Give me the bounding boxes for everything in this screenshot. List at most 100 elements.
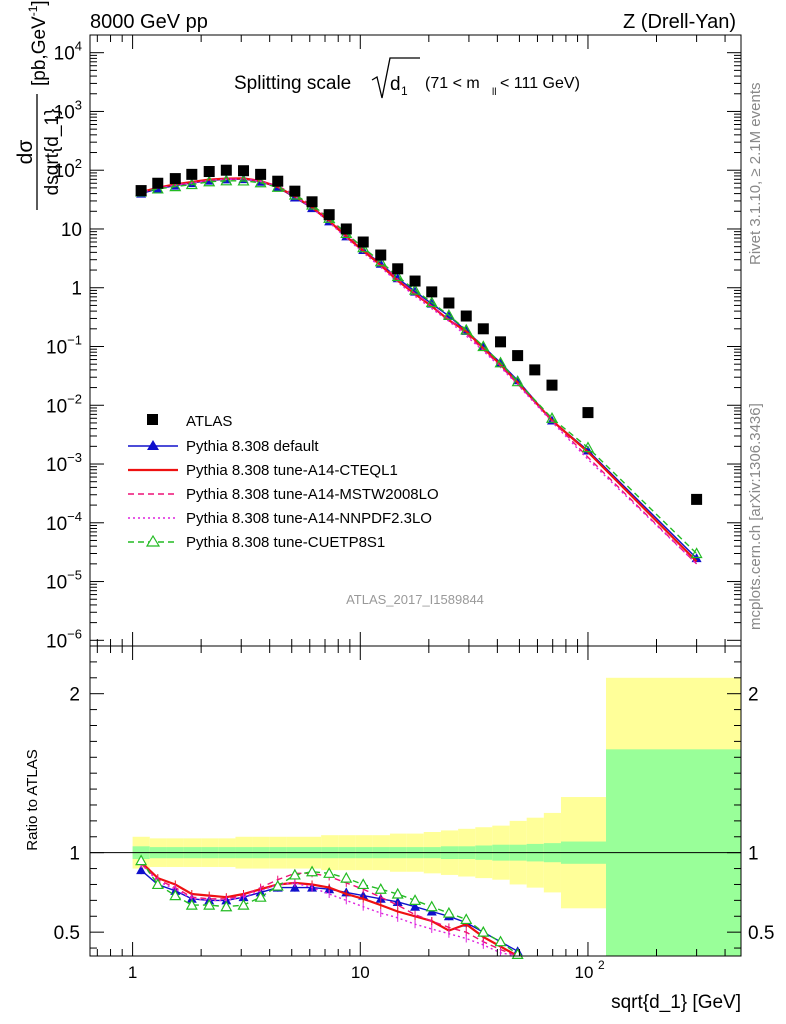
atlas-point-13 bbox=[357, 236, 369, 248]
x-ticks: 1 10 10 2 bbox=[96, 35, 726, 982]
ytick-label-main-5: 10−1 bbox=[46, 332, 82, 358]
ytick-label-ratio-left-1: 1 bbox=[69, 844, 80, 865]
main-frame bbox=[89, 34, 742, 647]
main-point-4-20 bbox=[477, 340, 490, 352]
x-axis-label: sqrt{d_1} [GeV] bbox=[611, 992, 741, 1013]
atlas-point-19 bbox=[460, 310, 472, 322]
ytick-label-ratio-left-0: 0.5 bbox=[54, 923, 80, 944]
main-point-4-4 bbox=[203, 175, 216, 187]
ratio-point-0-9 bbox=[289, 882, 300, 892]
ytick-label-main-10: 10−6 bbox=[46, 626, 82, 652]
title-symbol: d bbox=[390, 74, 401, 95]
ratio-line-0 bbox=[140, 869, 518, 952]
main-point-4-24 bbox=[581, 441, 594, 453]
atlas-point-8 bbox=[272, 175, 284, 187]
main-point-4-3 bbox=[185, 178, 198, 190]
legend-marker-atlas bbox=[147, 414, 158, 425]
ratio-bands bbox=[132, 677, 741, 956]
ratio-point-4-2 bbox=[169, 889, 182, 901]
atlas-point-15 bbox=[392, 263, 404, 275]
main-line-1 bbox=[140, 177, 698, 563]
legend: ATLAS Pythia 8.308 default Pythia 8.308 t… bbox=[128, 413, 439, 551]
ytick-label-ratio-right-2: 2 bbox=[748, 685, 759, 706]
ratio-point-4-13 bbox=[357, 878, 370, 890]
xtick-label-100: 10 bbox=[575, 963, 594, 982]
atlas-point-22 bbox=[512, 350, 524, 362]
atlas-point-3 bbox=[186, 168, 198, 180]
main-point-4-5 bbox=[220, 174, 233, 186]
main-point-4-6 bbox=[237, 174, 250, 186]
ytick-label-main-0: 104 bbox=[54, 39, 82, 65]
sqrt-symbol bbox=[371, 57, 420, 99]
ytick-label-ratio-right-1: 1 bbox=[748, 844, 759, 865]
ratio-point-4-15 bbox=[391, 887, 404, 899]
ratio-point-4-9 bbox=[288, 868, 301, 880]
ytick-label-main-8: 10−4 bbox=[46, 509, 82, 535]
main-point-4-15 bbox=[391, 270, 404, 282]
main-point-4-21 bbox=[494, 356, 507, 368]
ytick-label-ratio-right-0: 0.5 bbox=[748, 923, 774, 944]
ratio-point-4-11 bbox=[323, 867, 336, 878]
chart-title: Splitting scale d 1 (71 < m ll < 111 GeV… bbox=[234, 57, 580, 99]
atlas-point-21 bbox=[495, 336, 507, 348]
ratio-y-label: Ratio to ATLAS bbox=[24, 749, 41, 850]
ratio-point-4-0 bbox=[135, 854, 148, 866]
ratio-point-4-4 bbox=[203, 898, 216, 910]
main-point-4-19 bbox=[460, 323, 473, 335]
ratio-point-4-16 bbox=[409, 894, 422, 905]
title-text: Splitting scale bbox=[234, 73, 351, 94]
ytick-label-main-4: 1 bbox=[71, 279, 82, 300]
main-point-4-23 bbox=[545, 412, 559, 423]
ytick-label-main-7: 10−3 bbox=[46, 450, 82, 476]
ratio-point-4-10 bbox=[306, 865, 319, 877]
atlas-point-0 bbox=[135, 185, 147, 197]
legend-marker-0 bbox=[147, 440, 159, 450]
atlas-point-20 bbox=[477, 323, 489, 335]
ratio-point-0-16 bbox=[410, 901, 421, 911]
ratio-point-4-3 bbox=[185, 898, 198, 910]
ratio-point-4-18 bbox=[442, 906, 455, 918]
ratio-point-0-0 bbox=[136, 865, 147, 875]
ylabel-unit: [pb,GeV-1] bbox=[26, 0, 50, 86]
xtick-label-1: 1 bbox=[128, 963, 137, 982]
ylabel-denominator: dsqrt{d_1} bbox=[42, 109, 63, 196]
atlas-point-4 bbox=[203, 166, 215, 178]
ratio-point-4-19 bbox=[460, 913, 473, 925]
ratio-point-4-12 bbox=[340, 871, 353, 883]
atlas-points bbox=[135, 164, 703, 505]
atlas-point-1 bbox=[152, 177, 164, 189]
main-line-2 bbox=[140, 178, 698, 565]
ratio-point-4-1 bbox=[151, 878, 164, 890]
ratio-point-4-8 bbox=[271, 879, 284, 891]
title-symbol-sub: 1 bbox=[401, 84, 408, 98]
atlas-point-2 bbox=[169, 173, 181, 185]
atlas-point-11 bbox=[323, 209, 335, 221]
ratio-point-4-14 bbox=[374, 882, 387, 894]
main-point-4-17 bbox=[425, 296, 438, 308]
analysis-watermark: ATLAS_2017_I1589844 bbox=[346, 592, 484, 607]
header-left: 8000 GeV pp bbox=[90, 11, 208, 33]
title-range-tail: < 111 GeV) bbox=[500, 75, 580, 92]
atlas-point-5 bbox=[220, 164, 232, 176]
ytick-label-main-6: 10−2 bbox=[46, 391, 82, 417]
main-point-4-2 bbox=[169, 180, 182, 192]
mcplots-label: mcplots.cern.ch [arXiv:1306.3436] bbox=[747, 403, 764, 630]
main-point-4-14 bbox=[374, 255, 387, 267]
ytick-label-main-1: 103 bbox=[54, 97, 82, 123]
main-line-3 bbox=[140, 178, 698, 565]
main-series bbox=[135, 174, 703, 565]
ratio-frame bbox=[89, 645, 742, 957]
xtick-label-10: 10 bbox=[351, 963, 370, 982]
ytick-label-main-2: 102 bbox=[54, 156, 82, 182]
atlas-point-12 bbox=[340, 223, 352, 235]
main-point-4-18 bbox=[442, 308, 455, 320]
ratio-line-3 bbox=[140, 863, 518, 957]
xtick-label-100-exp: 2 bbox=[598, 958, 605, 972]
ratio-point-4-5 bbox=[220, 900, 233, 912]
ratio-point-4-7 bbox=[254, 890, 267, 902]
main-point-4-7 bbox=[254, 176, 267, 188]
atlas-point-18 bbox=[443, 297, 455, 309]
atlas-point-14 bbox=[375, 249, 387, 261]
main-point-4-22 bbox=[511, 375, 524, 387]
